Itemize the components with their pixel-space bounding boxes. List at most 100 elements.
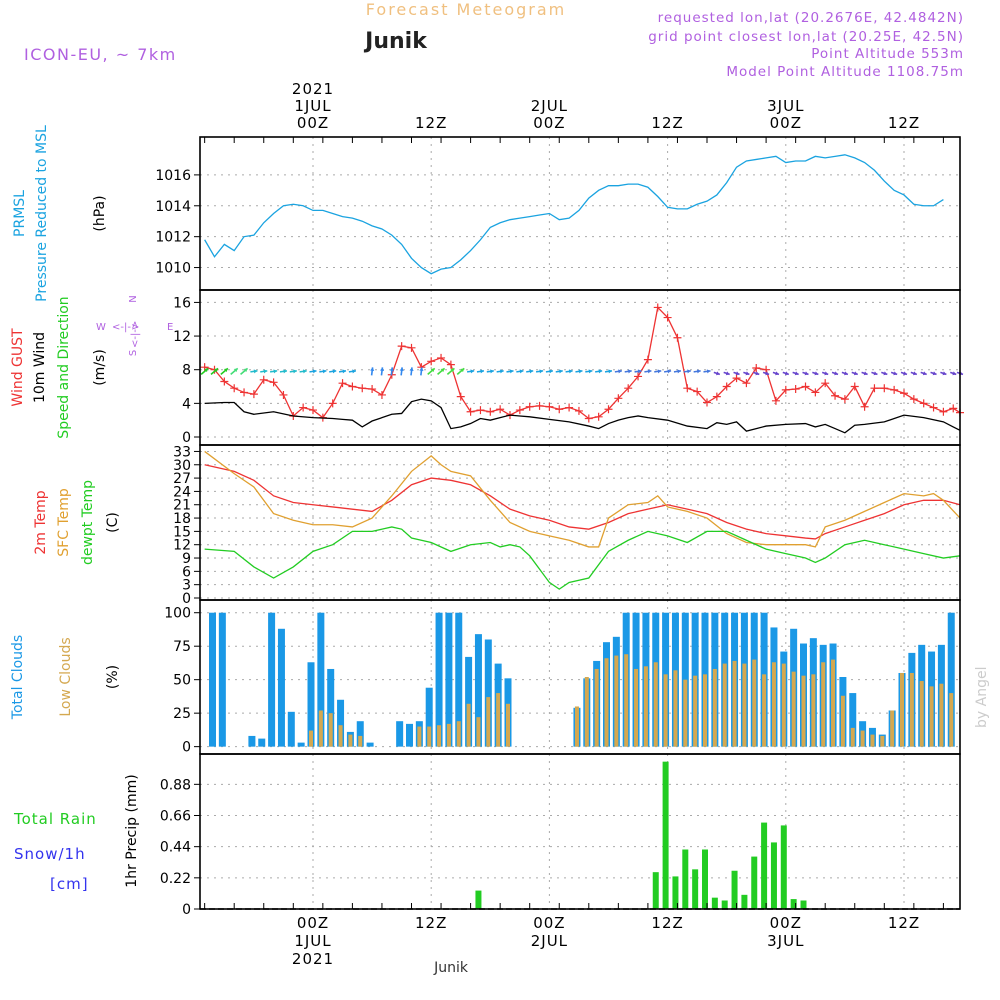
wind-arrow-head xyxy=(352,369,356,374)
series-line-temp xyxy=(204,526,961,590)
time-label-bottom: 2021 xyxy=(292,950,334,968)
panel-label-clouds: Low Clouds xyxy=(58,637,74,716)
wind-arrow-head xyxy=(214,368,218,373)
bar-clouds-0 xyxy=(425,687,433,747)
bar-precip-0 xyxy=(761,822,768,909)
bar-clouds-1 xyxy=(831,659,836,747)
wind-arrow-head xyxy=(370,367,375,372)
gridpoint-coords: grid point closest lon,lat (20.25E, 42.5… xyxy=(648,29,964,45)
bar-clouds-0 xyxy=(474,634,482,747)
panel-label-pressure: Pressure Reduced to MSL xyxy=(34,125,50,302)
compass-arrows: <-|-> xyxy=(130,321,141,348)
compass-west: W xyxy=(96,322,106,333)
bar-clouds-1 xyxy=(348,734,353,747)
gust-marker xyxy=(939,407,948,416)
bar-clouds-0 xyxy=(297,742,305,747)
gust-marker xyxy=(525,402,534,411)
panel-label-temp: SFC Temp xyxy=(56,488,72,557)
wind-arrow-head xyxy=(499,369,504,374)
gust-marker xyxy=(584,414,593,423)
bar-clouds-1 xyxy=(506,703,510,747)
bar-clouds-1 xyxy=(456,721,461,747)
wind-arrow-head xyxy=(932,371,937,376)
gust-marker xyxy=(515,406,524,415)
bar-clouds-1 xyxy=(614,655,619,747)
panel-label-clouds: Total Clouds xyxy=(10,635,26,720)
frame-layer xyxy=(194,136,961,910)
gust-marker xyxy=(496,405,505,414)
bar-clouds-1 xyxy=(821,662,826,747)
gust-marker xyxy=(299,403,308,412)
panel-label-temp: dewpt Temp xyxy=(80,480,96,565)
bar-clouds-1 xyxy=(703,674,707,747)
gust-marker xyxy=(771,396,780,405)
gust-marker xyxy=(604,405,613,414)
gust-marker xyxy=(909,395,918,404)
y-tick-label: 12 xyxy=(173,329,191,345)
y-tick-label: 3 xyxy=(182,578,191,594)
series-line-wind xyxy=(204,398,961,434)
wind-arrow-head xyxy=(804,371,809,376)
bar-clouds-1 xyxy=(417,726,422,747)
wind-arrow-head xyxy=(794,371,799,376)
wind-arrow-head xyxy=(419,367,424,372)
bar-clouds-1 xyxy=(791,671,796,747)
bar-clouds-1 xyxy=(663,674,668,747)
gust-marker xyxy=(634,372,643,381)
watermark: by Angel xyxy=(974,667,990,728)
y-tick-label: 1016 xyxy=(155,168,191,184)
gust-marker xyxy=(742,379,751,388)
bar-clouds-0 xyxy=(947,612,955,747)
bar-precip-0 xyxy=(662,761,669,909)
bar-clouds-0 xyxy=(435,612,443,747)
compass-south: S xyxy=(128,350,139,356)
wind-arrow-head xyxy=(853,371,858,376)
wind-arrow-head xyxy=(618,369,622,374)
bar-clouds-1 xyxy=(338,725,343,747)
panel-frame-wind xyxy=(199,289,961,446)
bar-clouds-1 xyxy=(634,668,639,747)
gust-marker xyxy=(900,389,908,398)
wind-arrow-head xyxy=(293,369,297,374)
wind-arrow-head xyxy=(312,369,317,374)
time-label-bottom: 2JUL xyxy=(531,932,568,950)
gust-marker xyxy=(437,353,446,362)
bar-clouds-1 xyxy=(693,675,698,747)
point-altitude: Point Altitude 553m xyxy=(811,46,964,62)
y-tick-label: 21 xyxy=(173,498,191,514)
wind-arrow-head xyxy=(389,367,394,372)
wind-arrow-head xyxy=(379,367,385,372)
gust-marker xyxy=(269,378,278,387)
y-tick-label: 25 xyxy=(173,706,191,722)
wind-arrow-head xyxy=(559,369,563,374)
bar-precip-0 xyxy=(780,825,787,909)
time-label-bottom: 1JUL xyxy=(294,932,331,950)
y-tick-label: 0.66 xyxy=(160,809,191,825)
requested-coords: requested lon,lat (20.2676E, 42.4842N) xyxy=(658,10,964,26)
y-tick-label: 0 xyxy=(182,591,191,607)
bar-clouds-0 xyxy=(445,612,453,747)
bar-clouds-0 xyxy=(396,721,404,747)
bar-clouds-1 xyxy=(466,703,471,747)
bar-clouds-0 xyxy=(277,628,285,747)
bar-clouds-1 xyxy=(909,672,914,747)
time-label-top: 1JUL xyxy=(294,97,331,115)
series-line-temp xyxy=(204,464,961,540)
gust-marker xyxy=(328,399,337,408)
bar-clouds-0 xyxy=(258,738,266,747)
gust-marker xyxy=(240,388,249,397)
wind-arrow-head xyxy=(903,371,907,376)
bar-clouds-1 xyxy=(840,695,845,747)
gust-marker xyxy=(722,382,731,391)
bar-clouds-1 xyxy=(594,668,599,747)
wind-arrow-head xyxy=(715,371,720,376)
wind-arrow-head xyxy=(529,369,534,374)
y-tick-label: 18 xyxy=(173,511,191,527)
gust-marker xyxy=(535,401,544,410)
y-tick-label: 33 xyxy=(173,444,191,460)
wind-arrow-head xyxy=(332,369,337,374)
gust-marker xyxy=(220,377,229,386)
gust-marker xyxy=(624,384,633,393)
gust-marker xyxy=(249,390,258,399)
y-tick-label: 1010 xyxy=(155,261,191,277)
